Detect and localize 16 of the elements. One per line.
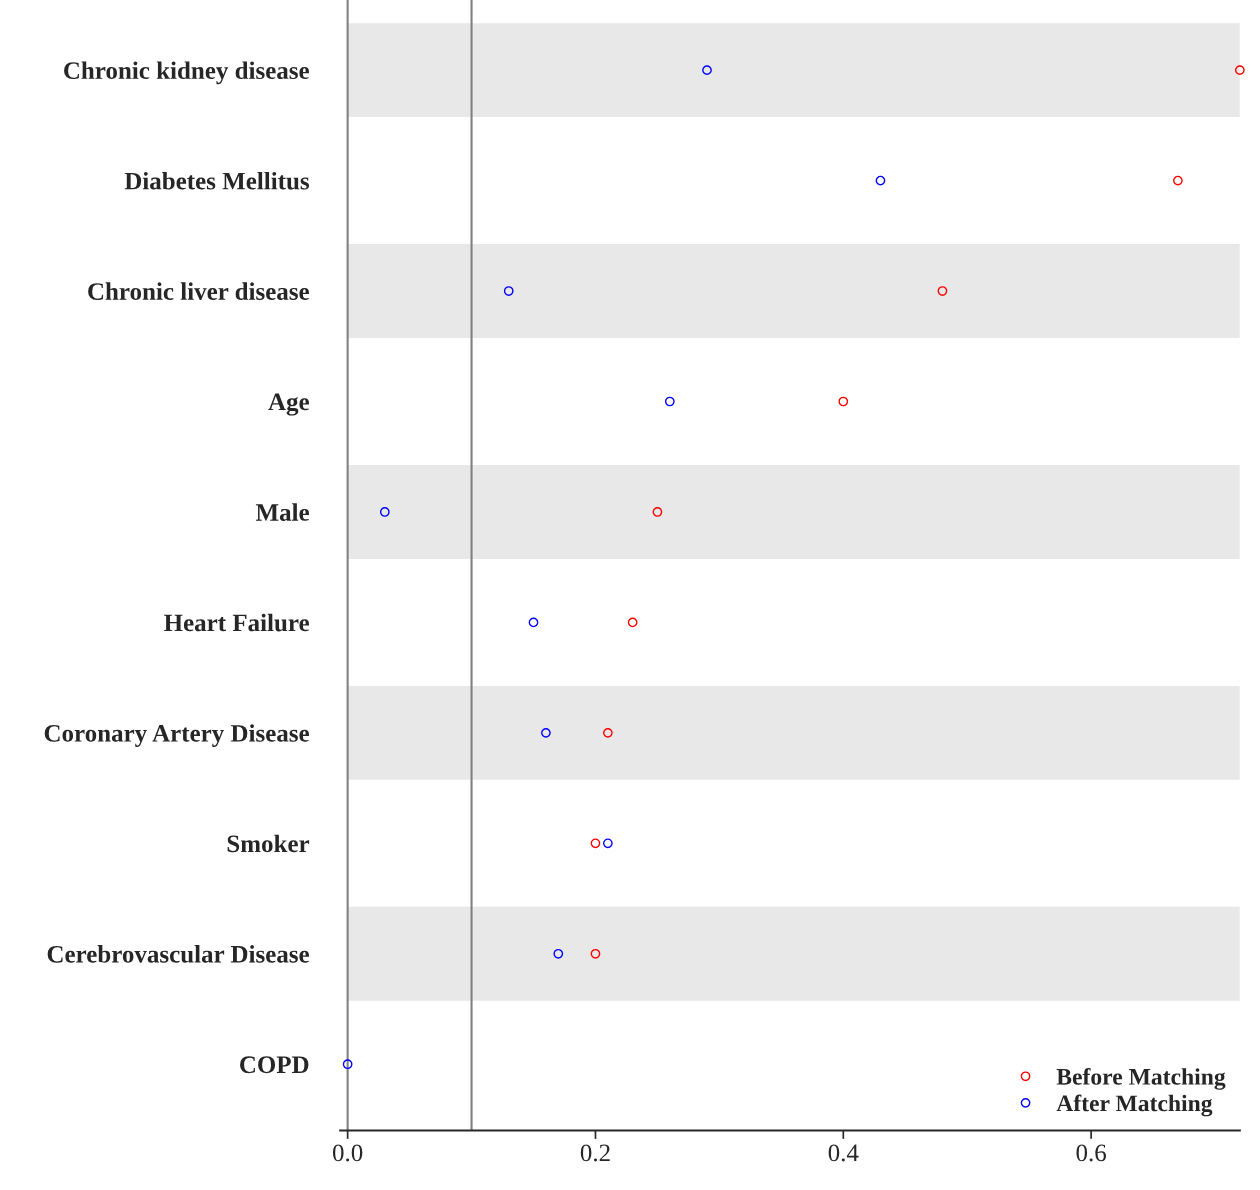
y-tick-label: Chronic kidney disease [64, 61, 309, 85]
y-tick-label: Smoker [227, 834, 310, 853]
y-tick-label: Chronic liver disease [88, 282, 309, 300]
y-tick-label: COPD [240, 1056, 309, 1074]
y-tick-label: Diabetes Mellitus [124, 171, 310, 190]
x-tick-label: 0.4 [828, 1144, 859, 1162]
legend-label: Before Matching [1056, 1067, 1226, 1090]
x-tick-label: 0.0 [332, 1144, 363, 1162]
legend-label: After Matching [1056, 1094, 1213, 1117]
x-tick-label: 0.6 [1076, 1144, 1107, 1162]
y-tick-label: Coronary Artery Disease [44, 724, 309, 747]
y-tick-label: Male [255, 503, 309, 521]
y-tick-label: Cerebrovascular Disease [47, 945, 309, 963]
x-tick-label: 0.2 [580, 1144, 610, 1162]
y-tick-label: Heart Failure [164, 613, 309, 632]
y-tick-label: Age [268, 393, 309, 416]
